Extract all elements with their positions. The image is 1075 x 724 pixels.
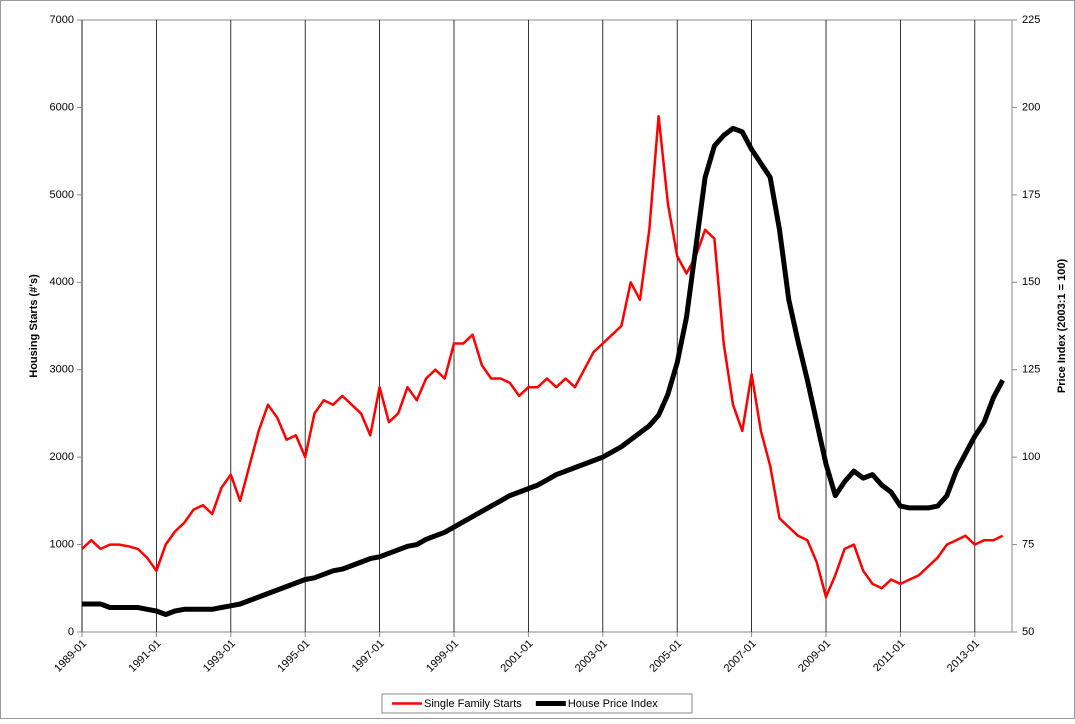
y2-tick-label: 125 (1022, 364, 1040, 376)
y-tick-label: 5000 (50, 189, 74, 201)
y2-tick-label: 175 (1022, 189, 1040, 201)
y2-tick-label: 50 (1022, 626, 1034, 638)
legend-label: Single Family Starts (424, 698, 522, 710)
y2-axis-label: Price Index (2003:1 = 100) (1056, 259, 1068, 394)
y2-tick-label: 100 (1022, 451, 1040, 463)
y-tick-label: 0 (68, 626, 74, 638)
series-line (82, 125, 1005, 617)
legend: Single Family Starts House Price Index (381, 693, 693, 714)
y-tick-label: 2000 (50, 451, 74, 463)
y-tick-label: 4000 (50, 276, 74, 288)
legend-label: House Price Index (568, 698, 658, 710)
y-tick-label: 7000 (50, 14, 74, 26)
series-line (81, 114, 1004, 599)
y-axis-label: Housing Starts (#'s) (28, 274, 40, 378)
y2-tick-label: 200 (1022, 101, 1040, 113)
y-tick-label: 3000 (50, 364, 74, 376)
y2-tick-label: 75 (1022, 538, 1034, 550)
y-tick-label: 1000 (50, 538, 74, 550)
y2-tick-label: 225 (1022, 14, 1040, 26)
y2-tick-label: 150 (1022, 276, 1040, 288)
y-tick-label: 6000 (50, 101, 74, 113)
